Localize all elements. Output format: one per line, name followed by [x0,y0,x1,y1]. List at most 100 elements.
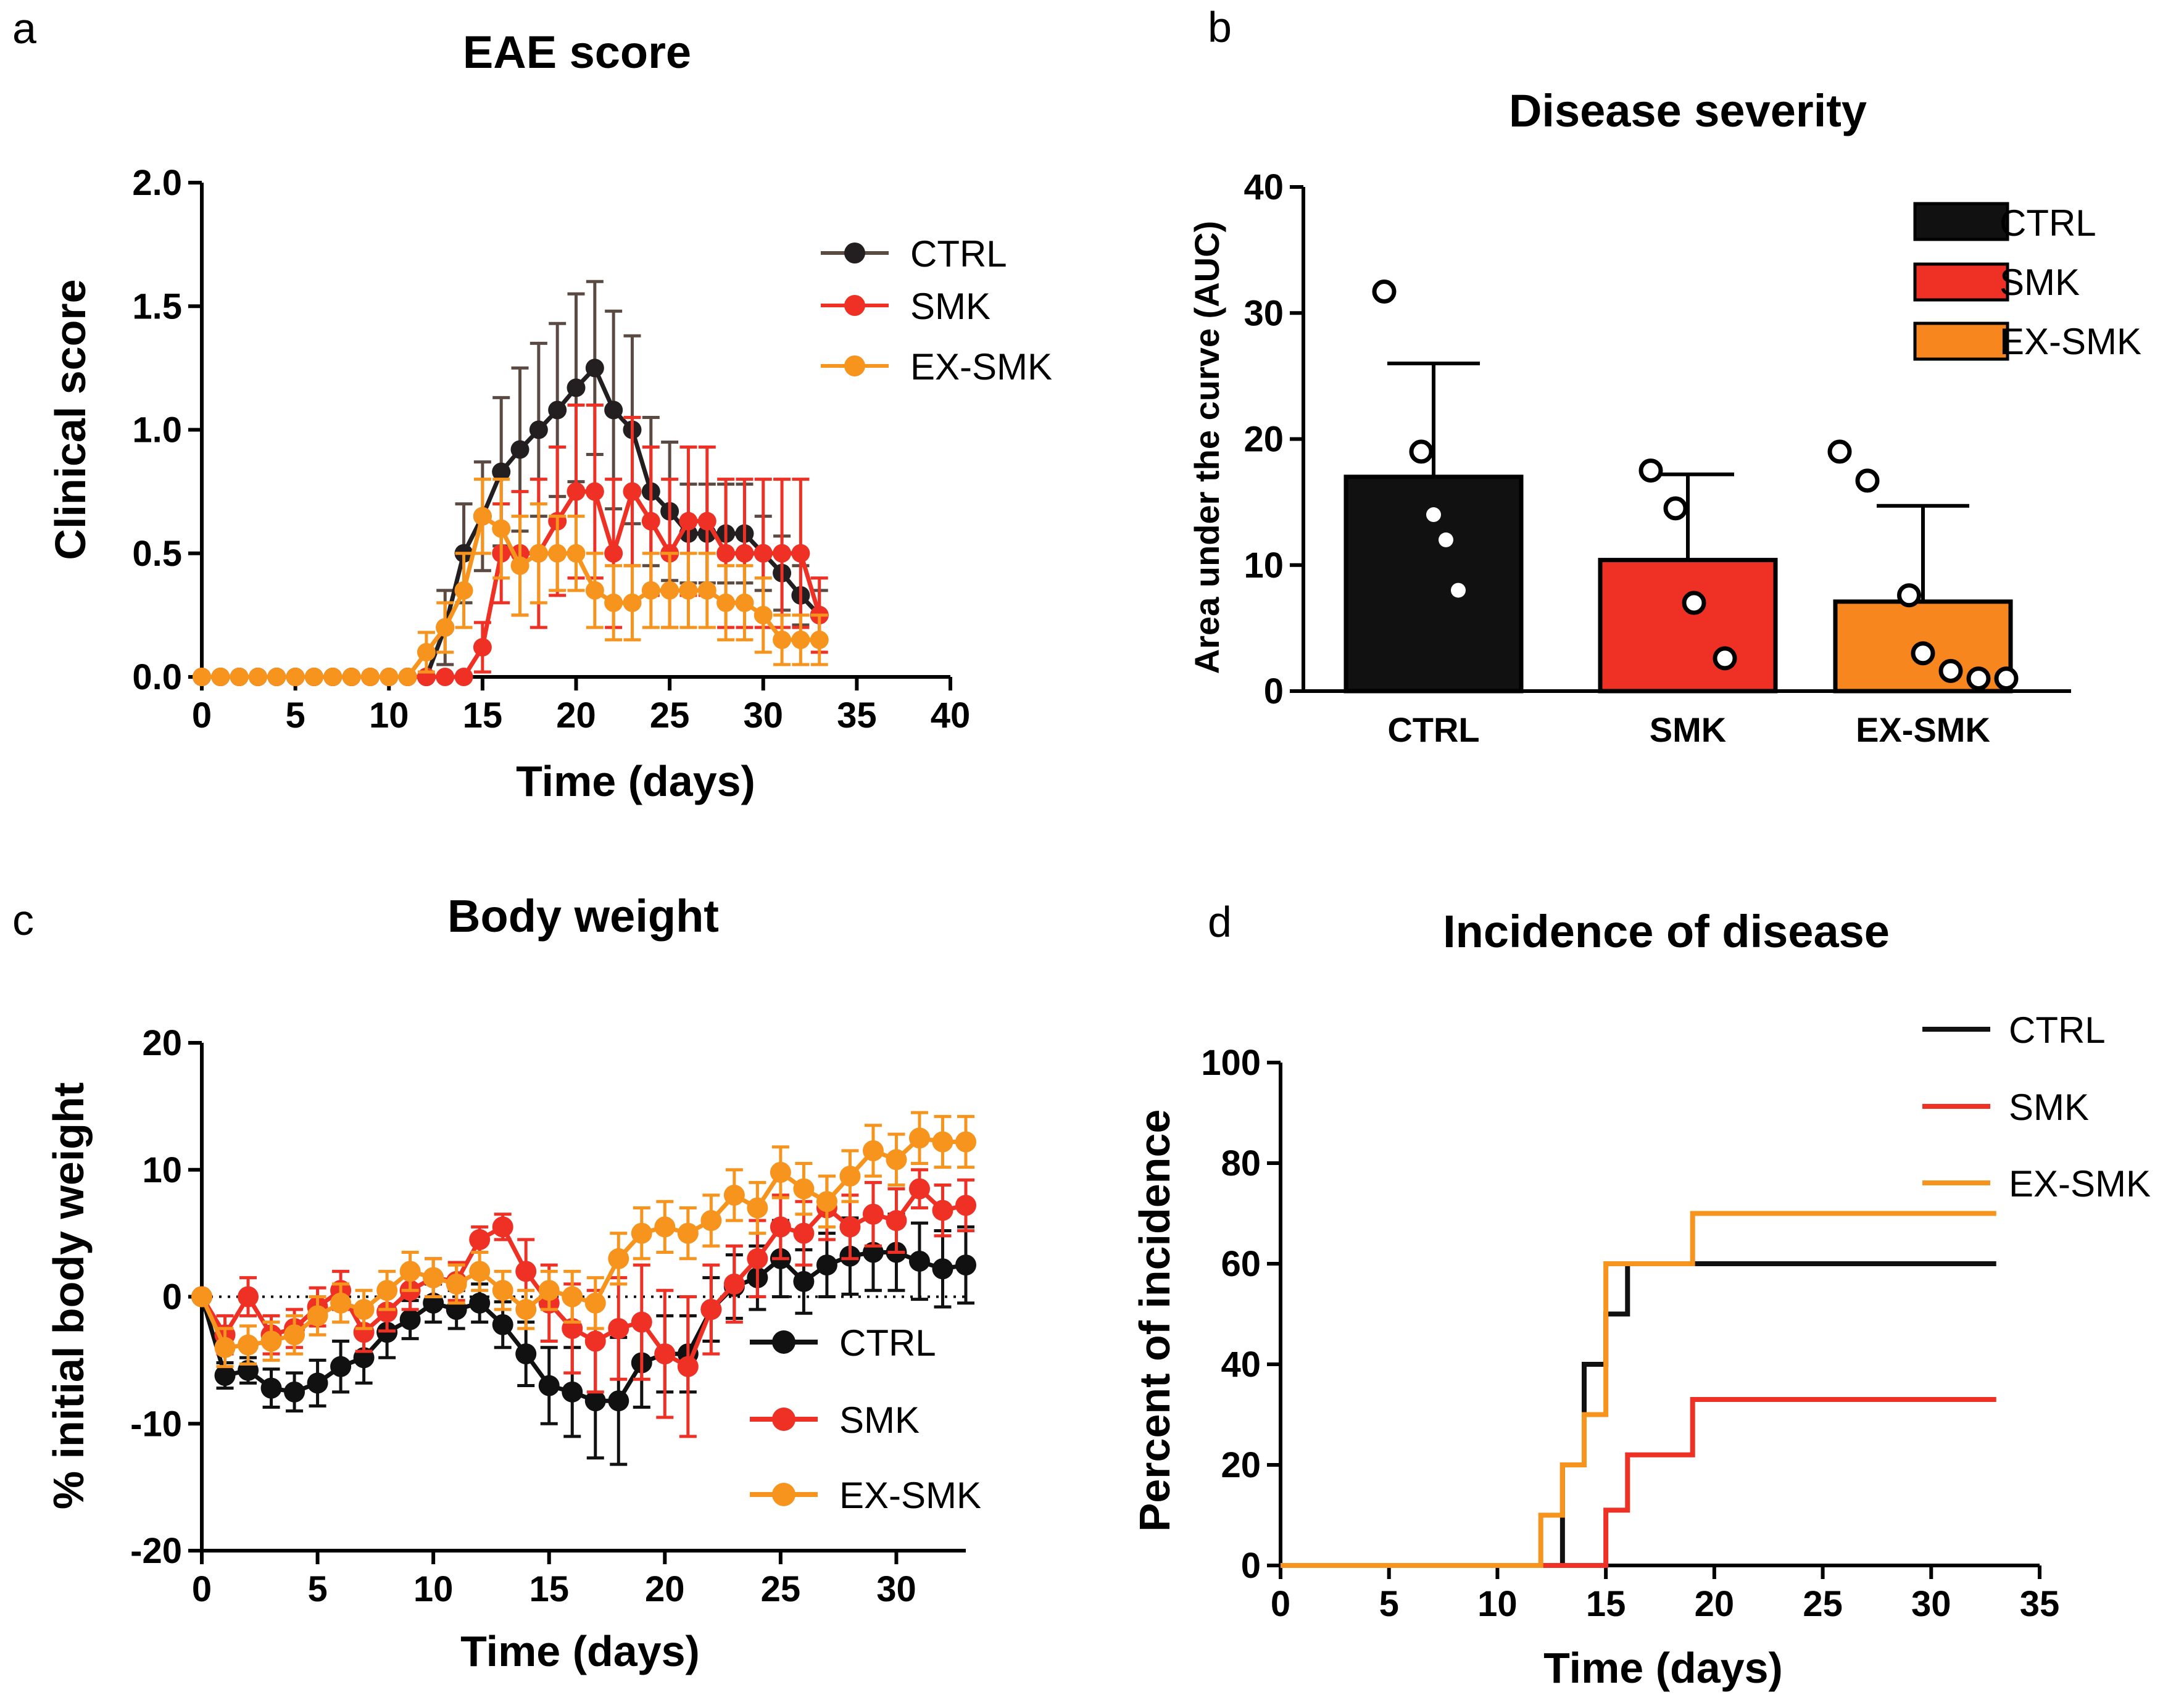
data-point [585,359,604,378]
data-point [955,1254,976,1276]
data-point [723,1273,745,1295]
legend-b: CTRL SMK EX-SMK [1913,202,2141,362]
data-point [529,544,548,563]
data-point [932,1258,953,1280]
data-point [677,1356,699,1377]
panel-letter-a: a [12,4,36,52]
data-point [423,1267,444,1288]
data-point [697,581,716,600]
y-tick-label: -20 [130,1531,182,1571]
step-line-ctrl [1281,1261,1996,1568]
data-point [604,593,623,612]
panel-d-incidence: d Incidence of disease Percent of incide… [1131,898,2151,1692]
y-axis-label-d: Percent of incidence [1131,1109,1179,1532]
legend-d: CTRL SMK EX-SMK [1922,1009,2151,1204]
x-axis-label-c: Time (days) [460,1627,700,1675]
data-point [353,1299,375,1320]
y-tick-label: 30 [1244,293,1284,333]
data-point [399,1261,421,1282]
data-point [747,1197,768,1219]
y-tick-label: 40 [1244,167,1284,207]
data-point [932,1131,953,1153]
legend-item-smk-b: SMK [1913,262,2080,303]
data-point [1682,591,1706,615]
plot-area-c [191,1111,976,1466]
bar-group-ex-smk [1827,439,2019,694]
x-tick-label: 5 [1379,1584,1399,1624]
series-ex-smk [191,1111,976,1369]
y-tick-label: 2.0 [132,163,182,203]
legend-label-ctrl-d: CTRL [2009,1009,2106,1051]
legend-label-ex-smk: EX-SMK [910,346,1052,388]
x-axis-label-d: Time (days) [1543,1644,1783,1692]
legend-item-ctrl-b: CTRL [1913,202,2096,244]
data-point [604,400,623,420]
data-point [886,1210,907,1232]
data-point [286,668,305,686]
data-point [816,1191,837,1213]
data-point [679,581,698,600]
plot-area-d [1281,1211,1996,1568]
data-point [473,507,492,526]
x-tick-label: 20 [645,1569,685,1609]
data-point [330,1356,352,1377]
data-point [735,593,754,612]
x-tick-label: 25 [650,695,690,736]
data-point [770,1161,791,1183]
data-point [284,1324,305,1346]
data-point [773,544,792,563]
data-point [515,1261,537,1282]
y-tick-label: 20 [1221,1445,1261,1485]
x-tick-label: 15 [463,695,503,736]
data-point [585,581,604,600]
data-point [754,605,773,624]
x-tick-label: 40 [931,695,971,736]
chart-title-b: Disease severity [1509,85,1867,136]
data-point [214,1337,236,1358]
x-tick-label: 35 [2020,1584,2060,1624]
bar-group-smk [1598,458,1778,694]
panel-letter-c: c [12,896,34,944]
data-point [380,668,399,686]
series-line [202,513,820,679]
legend-item-ctrl-d: CTRL [1922,1009,2106,1051]
y-tick-label: 10 [1244,545,1284,586]
data-point [747,1248,768,1269]
data-point [567,378,586,397]
data-point [492,1280,513,1301]
chart-title-d: Incidence of disease [1443,906,1890,957]
panel-a-eae-score: a EAE score Clinical score Time (days) 0… [12,4,1052,805]
data-point [793,1271,815,1292]
data-point [238,1286,259,1308]
data-point [492,519,511,538]
data-point [1994,666,2019,691]
y-tick-label: 40 [1221,1345,1261,1385]
data-point [510,440,529,459]
series-line [200,1185,966,1370]
data-point [810,630,829,649]
data-point [469,1292,491,1314]
data-point [211,668,230,686]
legend-label-smk: SMK [910,286,990,327]
data-point [908,1178,930,1200]
data-point [584,1390,606,1412]
legend-item-ctrl: CTRL [821,233,1007,275]
x-tick-label: 25 [761,1569,801,1609]
data-point [641,512,660,531]
bar [1598,558,1778,694]
x-tick-label: 0 [192,695,212,736]
data-point [770,1216,791,1238]
series-line [199,1250,966,1403]
legend-item-ctrl-c: CTRL [750,1322,936,1364]
data-point [492,462,511,481]
y-tick-label: 0.0 [132,657,182,697]
data-point [641,581,660,600]
data-point [1372,280,1397,304]
data-point [446,1273,467,1295]
x-tick-label: 10 [1477,1584,1518,1624]
data-point [793,1178,815,1200]
data-point [816,1254,837,1276]
data-point [469,1229,491,1250]
data-point [631,1222,652,1244]
